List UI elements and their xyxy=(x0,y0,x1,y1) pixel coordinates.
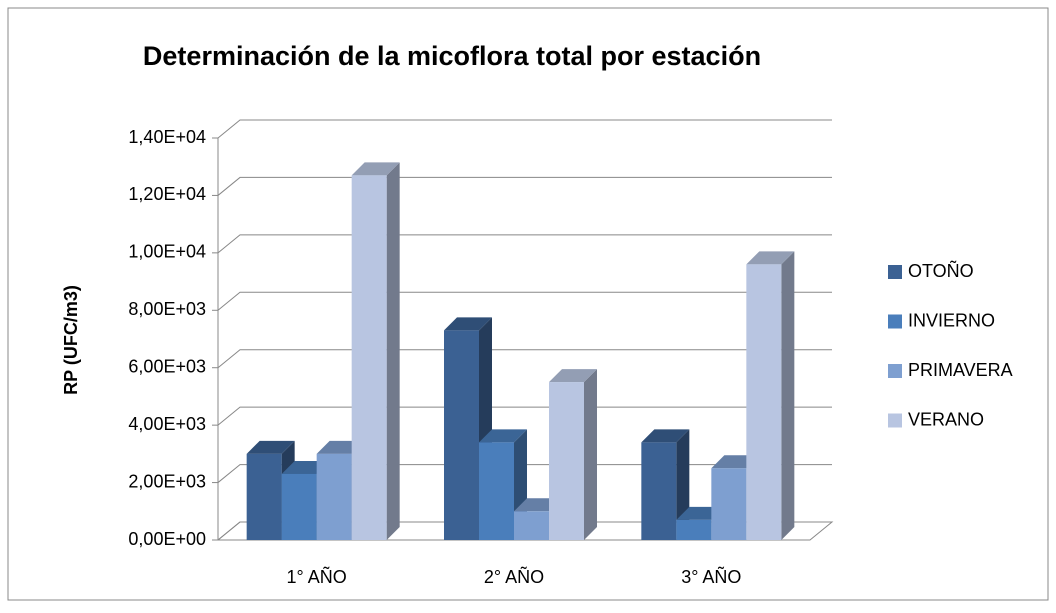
bar-top xyxy=(479,429,527,443)
bar-top xyxy=(641,429,690,443)
y-tick-label: 8,00E+03 xyxy=(128,299,206,319)
y-tick-label: 1,00E+04 xyxy=(128,242,206,262)
bar-top xyxy=(246,440,295,454)
bar-top xyxy=(549,369,597,383)
bar-side xyxy=(386,162,400,541)
x-tick-label: 1° AÑO xyxy=(287,566,347,587)
legend-label: VERANO xyxy=(908,409,984,429)
bar xyxy=(746,264,782,540)
bar-top xyxy=(444,317,492,331)
legend-swatch xyxy=(888,265,902,279)
grid-line xyxy=(217,291,832,311)
grid-line xyxy=(217,119,832,139)
legend-swatch xyxy=(888,364,902,378)
bar xyxy=(711,468,747,540)
chart-title: Determinación de la micoflora total por … xyxy=(143,41,761,71)
bar xyxy=(676,519,712,540)
bar-side xyxy=(584,369,597,540)
bar xyxy=(549,382,584,540)
grid-line xyxy=(217,464,832,483)
bar xyxy=(641,442,677,540)
bar xyxy=(514,511,549,540)
grid-line xyxy=(217,521,832,541)
bar xyxy=(246,453,282,540)
legend-label: OTOÑO xyxy=(908,260,974,281)
legend-swatch xyxy=(888,314,902,329)
grid-line xyxy=(217,234,832,254)
y-tick-label: 1,20E+04 xyxy=(128,184,206,204)
legend-label: PRIMAVERA xyxy=(908,360,1013,380)
y-axis-title: RP (UFC/m3) xyxy=(61,285,81,395)
bar xyxy=(479,442,514,540)
y-tick-label: 2,00E+03 xyxy=(128,471,206,491)
y-tick-label: 4,00E+03 xyxy=(128,414,206,434)
y-tick-label: 6,00E+03 xyxy=(128,356,206,376)
bar xyxy=(281,473,317,540)
x-tick-label: 2° AÑO xyxy=(484,566,544,587)
grid-line xyxy=(217,176,832,196)
bar xyxy=(316,453,352,540)
x-tick-label: 3° AÑO xyxy=(681,566,741,587)
bar-side xyxy=(781,251,795,541)
legend-swatch xyxy=(888,413,902,428)
bar xyxy=(351,175,387,541)
bar-top xyxy=(746,251,795,265)
y-tick-label: 1,40E+04 xyxy=(128,127,206,147)
bar-top xyxy=(351,162,400,176)
legend-label: INVIERNO xyxy=(908,310,995,330)
grid-line xyxy=(217,349,832,369)
grid-line xyxy=(217,406,832,426)
bar xyxy=(444,330,479,540)
y-tick-label: 0,00E+00 xyxy=(128,529,206,549)
